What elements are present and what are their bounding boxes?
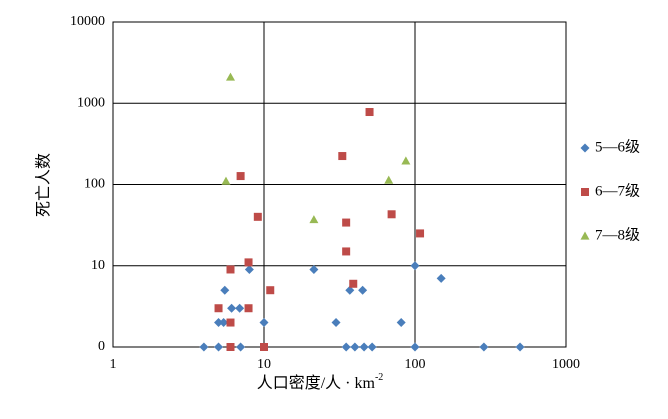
point bbox=[214, 342, 224, 352]
x-tick-label: 10 bbox=[257, 357, 271, 372]
point bbox=[244, 258, 253, 267]
point bbox=[410, 342, 420, 352]
point bbox=[309, 264, 319, 274]
point bbox=[227, 303, 237, 313]
point bbox=[410, 261, 420, 271]
point bbox=[345, 285, 355, 295]
point bbox=[226, 72, 236, 81]
point bbox=[266, 286, 275, 295]
point bbox=[396, 318, 406, 328]
y-tick-label: 1000 bbox=[77, 95, 105, 110]
x-axis-label-sup: -2 bbox=[375, 372, 383, 383]
point bbox=[309, 215, 319, 224]
point bbox=[365, 108, 374, 117]
point bbox=[253, 212, 262, 221]
point bbox=[226, 318, 235, 327]
point bbox=[236, 342, 246, 352]
point bbox=[338, 152, 347, 161]
point bbox=[244, 304, 253, 313]
x-tick-label: 1000 bbox=[552, 357, 580, 372]
point bbox=[342, 247, 351, 256]
point bbox=[226, 343, 235, 351]
point bbox=[384, 175, 394, 184]
point bbox=[331, 318, 341, 328]
y-tick-label: 0 bbox=[98, 339, 105, 354]
point bbox=[358, 285, 368, 295]
point bbox=[226, 265, 235, 274]
point bbox=[350, 342, 360, 352]
point bbox=[341, 342, 351, 352]
point bbox=[359, 342, 369, 352]
point bbox=[235, 303, 245, 313]
point bbox=[349, 279, 358, 288]
point bbox=[367, 342, 377, 352]
point bbox=[416, 229, 425, 238]
point bbox=[199, 342, 209, 352]
x-tick-label: 1 bbox=[110, 357, 117, 372]
point bbox=[342, 218, 351, 227]
point bbox=[214, 304, 223, 313]
point bbox=[244, 264, 254, 274]
point bbox=[259, 318, 269, 328]
y-axis-label: 死亡人数 bbox=[35, 153, 53, 217]
x-axis-label-main: 人口密度/人 · km bbox=[257, 374, 376, 392]
legend-marker bbox=[581, 188, 589, 196]
y-tick-label: 100 bbox=[84, 177, 105, 192]
y-tick-label: 10000 bbox=[70, 14, 105, 29]
x-axis-label: 人口密度/人 · km-2 bbox=[257, 372, 384, 391]
point bbox=[479, 342, 489, 352]
x-tick-label: 100 bbox=[405, 357, 426, 372]
legend-label: 7—8级 bbox=[595, 226, 640, 243]
point bbox=[221, 176, 231, 185]
y-tick-label: 10 bbox=[91, 258, 105, 273]
legend-label: 5—6级 bbox=[595, 138, 640, 155]
point bbox=[260, 343, 268, 351]
legend-label: 6—7级 bbox=[595, 182, 640, 199]
point bbox=[515, 342, 525, 352]
legend-marker bbox=[580, 231, 590, 240]
point bbox=[401, 156, 411, 165]
point bbox=[219, 318, 229, 328]
point bbox=[436, 273, 446, 283]
point bbox=[220, 285, 230, 295]
point bbox=[387, 210, 396, 219]
point bbox=[214, 318, 224, 328]
legend-marker bbox=[580, 143, 590, 153]
point bbox=[236, 172, 245, 181]
